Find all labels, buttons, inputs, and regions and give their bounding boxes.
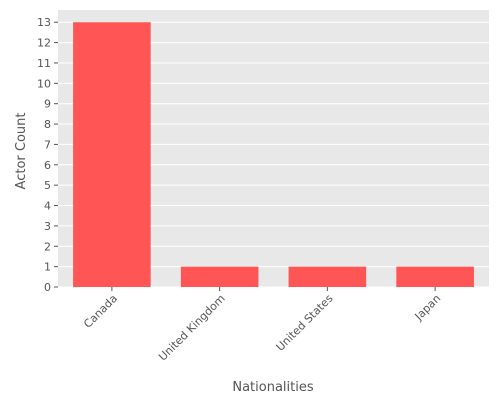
y-tick-label: 4 — [44, 200, 51, 213]
bar-united-kingdom — [180, 266, 259, 287]
y-tick-label: 3 — [44, 220, 51, 233]
y-tick-label: 9 — [44, 98, 51, 111]
y-tick-label: 1 — [44, 261, 51, 274]
y-tick-label: 0 — [44, 281, 51, 294]
x-axis-title: Nationalities — [232, 380, 313, 395]
y-axis-title: Actor Count — [14, 113, 29, 190]
y-tick-label: 10 — [37, 77, 51, 90]
y-tick-label: 2 — [44, 240, 51, 253]
bars — [73, 22, 474, 288]
bar-united-states — [288, 266, 367, 287]
x-tick-label: United Kingdom — [156, 292, 228, 364]
x-tick-label: Japan — [412, 292, 444, 324]
y-tick-label: 5 — [44, 179, 51, 192]
bar-canada — [73, 22, 151, 288]
x-tick-label: Canada — [81, 292, 120, 331]
y-tick-label: 12 — [37, 37, 51, 50]
y-tick-label: 8 — [44, 118, 51, 131]
y-tick-label: 11 — [37, 57, 51, 70]
x-axis-ticks: Canada United Kingdom United States Japan — [81, 287, 443, 364]
y-tick-label: 13 — [37, 16, 51, 29]
x-tick-label: United States — [274, 292, 336, 354]
bar-japan — [396, 266, 474, 287]
y-tick-label: 6 — [44, 159, 51, 172]
y-tick-label: 7 — [44, 138, 51, 151]
